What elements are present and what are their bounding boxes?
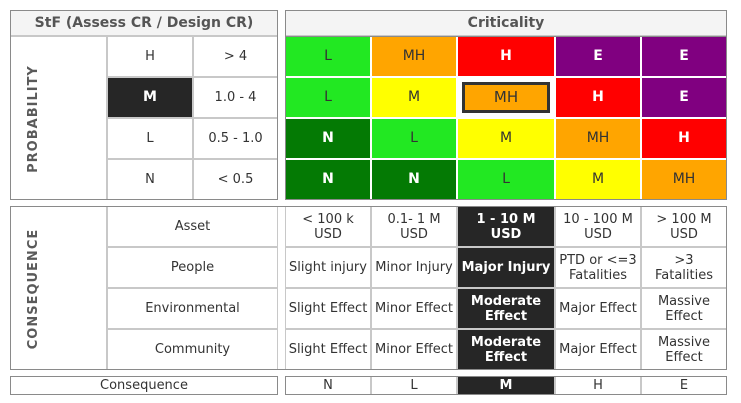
consequence-value: Massive Effect	[641, 288, 727, 329]
consequence-value: Minor Injury	[371, 247, 457, 288]
consequence-category-community: Community	[107, 329, 278, 370]
probability-level-h: H	[107, 36, 193, 77]
matrix-cell: M	[371, 77, 457, 118]
matrix-cell: H	[555, 77, 641, 118]
matrix-cell: N	[371, 159, 457, 200]
matrix-cell: H	[641, 118, 727, 159]
probability-range-n: < 0.5	[193, 159, 278, 200]
consequence-value: Slight injury	[285, 247, 371, 288]
consequence-value: Moderate Effect	[457, 329, 555, 370]
consequence-category-asset: Asset	[107, 206, 278, 247]
consequence-value: Slight Effect	[285, 329, 371, 370]
consequence-value: Major Injury	[457, 247, 555, 288]
probability-frame	[10, 10, 278, 200]
consequence-value: Minor Effect	[371, 288, 457, 329]
probability-range-l: 0.5 - 1.0	[193, 118, 278, 159]
matrix-cell: H	[457, 36, 555, 77]
consequence-value: Slight Effect	[285, 288, 371, 329]
matrix-cell: MH	[555, 118, 641, 159]
matrix-cell: L	[371, 118, 457, 159]
selected-matrix-cell: MH	[462, 82, 550, 113]
consequence-category-people: People	[107, 247, 278, 288]
consequence-category-environmental: Environmental	[107, 288, 278, 329]
consequence-frame	[10, 206, 727, 370]
criticality-frame	[285, 10, 727, 200]
matrix-cell: M	[555, 159, 641, 200]
probability-side-cell: PROBABILITY	[10, 36, 107, 200]
criticality-header: Criticality	[285, 10, 727, 36]
consequence-value: Minor Effect	[371, 329, 457, 370]
consequence-value: >3 Fatalities	[641, 247, 727, 288]
matrix-cell: E	[555, 36, 641, 77]
consequence-label-frame	[10, 376, 278, 395]
consequence-value: Moderate Effect	[457, 288, 555, 329]
probability-level-m: M	[107, 77, 193, 118]
matrix-cell: L	[285, 77, 371, 118]
consequence-level-frame	[285, 376, 727, 395]
consequence-value: Massive Effect	[641, 329, 727, 370]
matrix-cell: L	[285, 36, 371, 77]
matrix-cell: M	[457, 118, 555, 159]
consequence-value: Major Effect	[555, 288, 641, 329]
consequence-side-cell: CONSEQUENCE	[10, 206, 107, 370]
probability-range-m: 1.0 - 4	[193, 77, 278, 118]
stf-header: StF (Assess CR / Design CR)	[10, 10, 278, 36]
probability-level-l: L	[107, 118, 193, 159]
consequence-value: PTD or <=3 Fatalities	[555, 247, 641, 288]
matrix-cell: E	[641, 77, 727, 118]
matrix-cell: MH	[457, 77, 555, 118]
